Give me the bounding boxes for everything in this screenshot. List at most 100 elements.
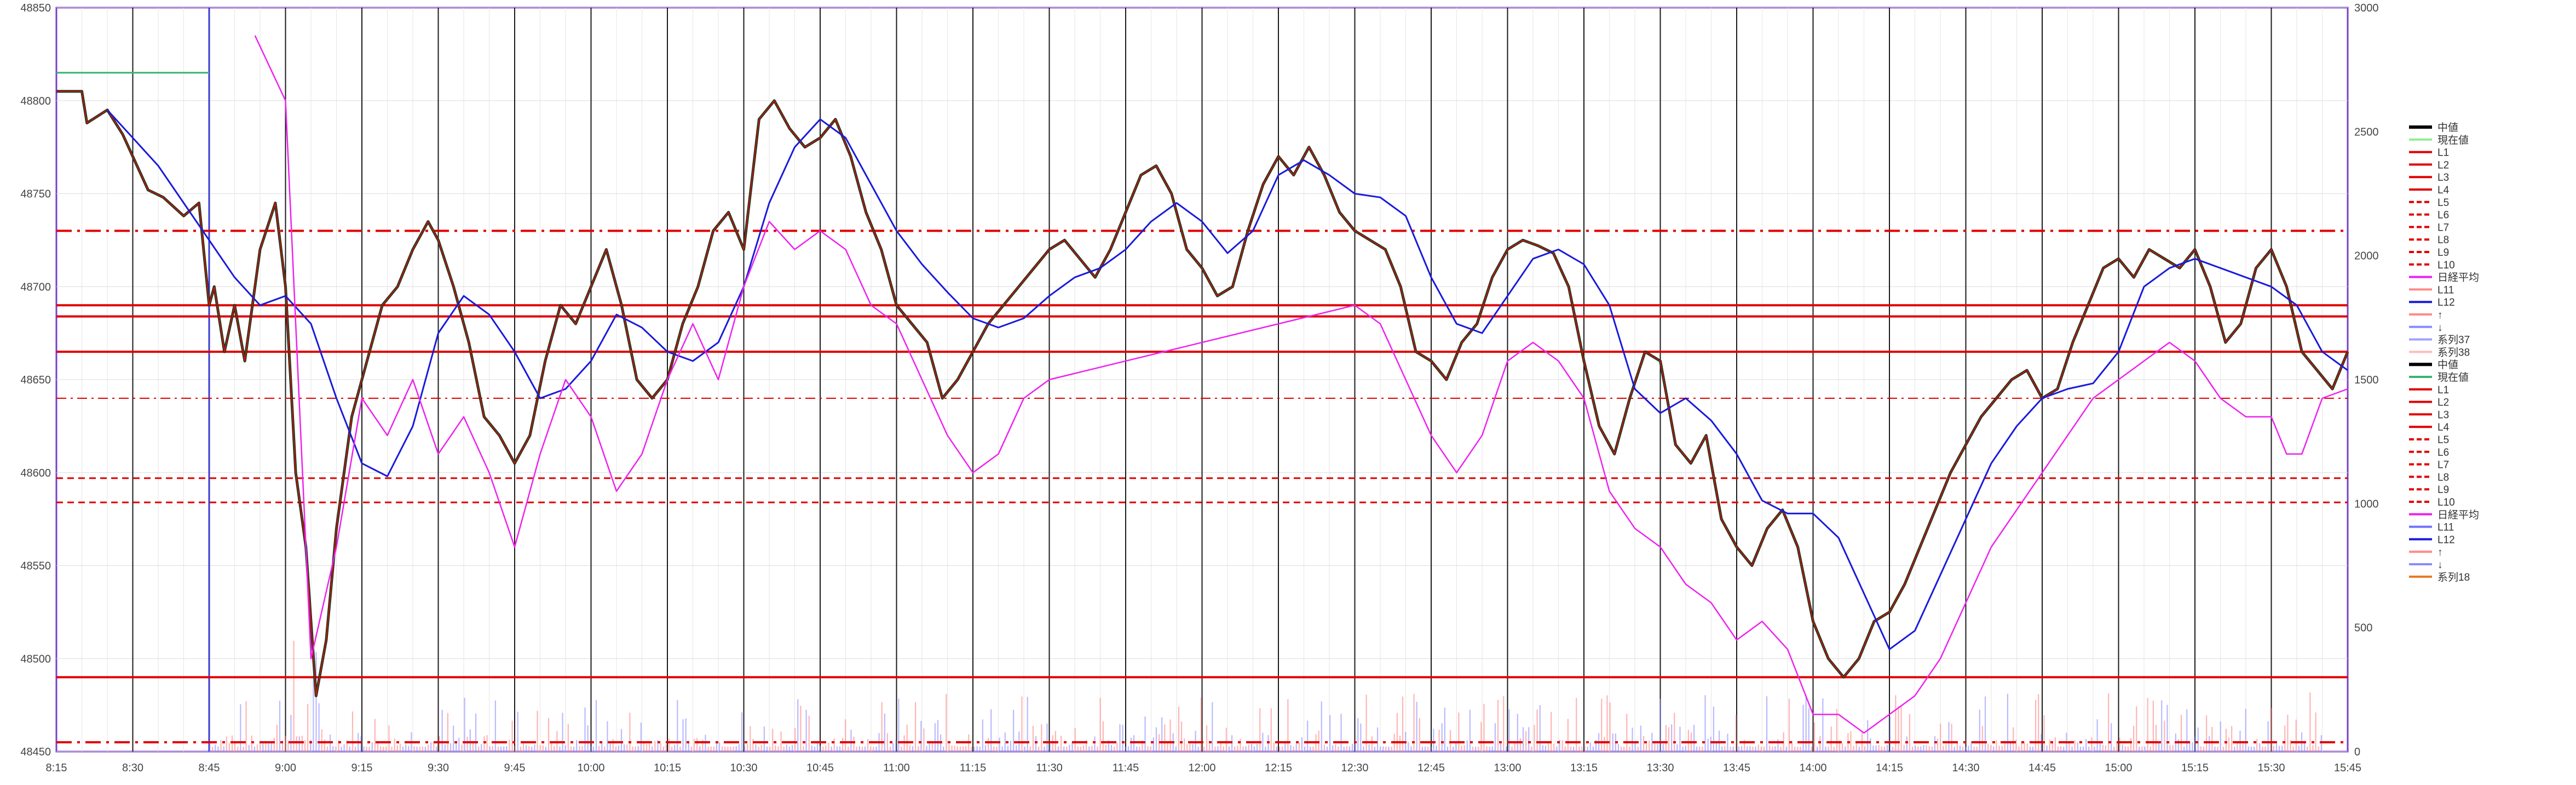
y-tick-label: 48800 [20,95,51,107]
volume-bar [2102,744,2104,752]
volume-bar [2192,742,2193,752]
volume-bar [1998,745,2000,752]
volume-bar [2253,746,2255,752]
y2-tick-label: 3000 [2354,2,2379,14]
volume-bar [1735,715,1737,752]
volume-bar [1559,740,1560,752]
volume-bar [598,746,600,752]
volume-bar [766,746,768,752]
volume-bar [1097,746,1098,752]
volume-bar [1788,698,1790,752]
volume-bar [1102,721,1104,752]
volume-bar [1144,716,1146,752]
volume-bar [601,741,603,752]
volume-bar [531,746,533,752]
volume-bar [1561,740,1563,752]
x-tick-label: 13:30 [1646,762,1674,774]
volume-bar [1248,744,1249,752]
series-line-l12 [106,109,2348,650]
y2-tick-label: 1000 [2354,498,2379,510]
volume-bar [2237,741,2238,752]
volume-bar [1069,744,1070,752]
x-tick-label: 15:45 [2334,762,2361,774]
volume-bar [2292,746,2294,752]
volume-bar [449,743,452,752]
volume-bar [1850,731,1852,752]
y-tick-label: 48700 [20,281,51,293]
volume-bar [253,746,256,752]
volume-bar [2024,742,2025,752]
volume-bar [554,746,555,752]
legend-label: L8 [2437,472,2449,483]
volume-bar [2264,746,2266,752]
volume-bar [965,746,967,752]
volume-bar [1819,736,1821,752]
volume-bar [368,746,370,752]
volume-bar [1578,746,1580,752]
volume-bar [856,746,857,752]
x-tick-label: 8:45 [199,762,220,774]
volume-bar [396,745,398,752]
volume-bar [671,746,673,752]
volume-bar [461,744,463,752]
volume-bar [231,735,233,752]
volume-bar [1348,746,1351,752]
volume-bar [564,745,566,752]
volume-bar [713,746,714,752]
legend-label: L5 [2437,197,2449,209]
volume-bar [590,746,591,752]
volume-bar [1220,742,1221,752]
volume-bar [1760,746,1762,752]
legend-label: 現在値 [2437,371,2469,383]
volume-bar [1508,709,1510,752]
volume-bar [690,746,692,752]
volume-bar [786,744,787,752]
volume-bar [979,746,981,752]
volume-bar [346,740,348,752]
volume-bar [2172,745,2174,752]
x-tick-label: 12:15 [1265,762,1292,774]
volume-bar [730,746,731,752]
x-tick-label: 15:00 [2105,762,2132,774]
volume-bar [752,738,754,752]
volume-bar [1082,745,1085,752]
volume-bar [2004,741,2006,752]
x-tick-label: 9:30 [428,762,449,774]
volume-bar [1304,746,1306,752]
volume-bar [1623,746,1625,752]
volume-bar [2262,746,2263,752]
level-lines [56,230,2348,744]
volume-bar [1180,721,1183,752]
volume-bar [1825,746,1826,752]
legend-label: L4 [2437,422,2450,433]
volume-bar [836,746,838,752]
volume-bar [1858,746,1860,752]
volume-bar [1713,706,1714,752]
volume-bar [469,729,471,752]
volume-bar [2290,740,2291,752]
volume-bar [1169,719,1171,752]
volume-bar [858,746,860,752]
volume-bar [682,719,684,752]
volume-bar [791,744,793,752]
volume-bar [1791,741,1793,752]
legend-label: L7 [2437,460,2449,471]
volume-bar [1953,746,1955,752]
volume-bar [1766,696,1768,752]
volume-bar [243,746,244,752]
volume-bar [2245,709,2246,752]
legend-label: L1 [2437,385,2449,396]
volume-bar [1307,720,1309,752]
volume-bar [447,713,448,752]
volume-bar [607,721,608,752]
volume-bar [472,743,474,752]
volume-bar [377,743,379,752]
volume-bar [2211,726,2213,752]
x-tick-label: 13:15 [1570,762,1598,774]
volume-bar [1253,746,1255,752]
volume-bar [1976,746,1978,752]
volume-bar [1626,713,1628,752]
volume-bar [845,719,846,752]
series-line-mid-overlay [56,90,2348,697]
